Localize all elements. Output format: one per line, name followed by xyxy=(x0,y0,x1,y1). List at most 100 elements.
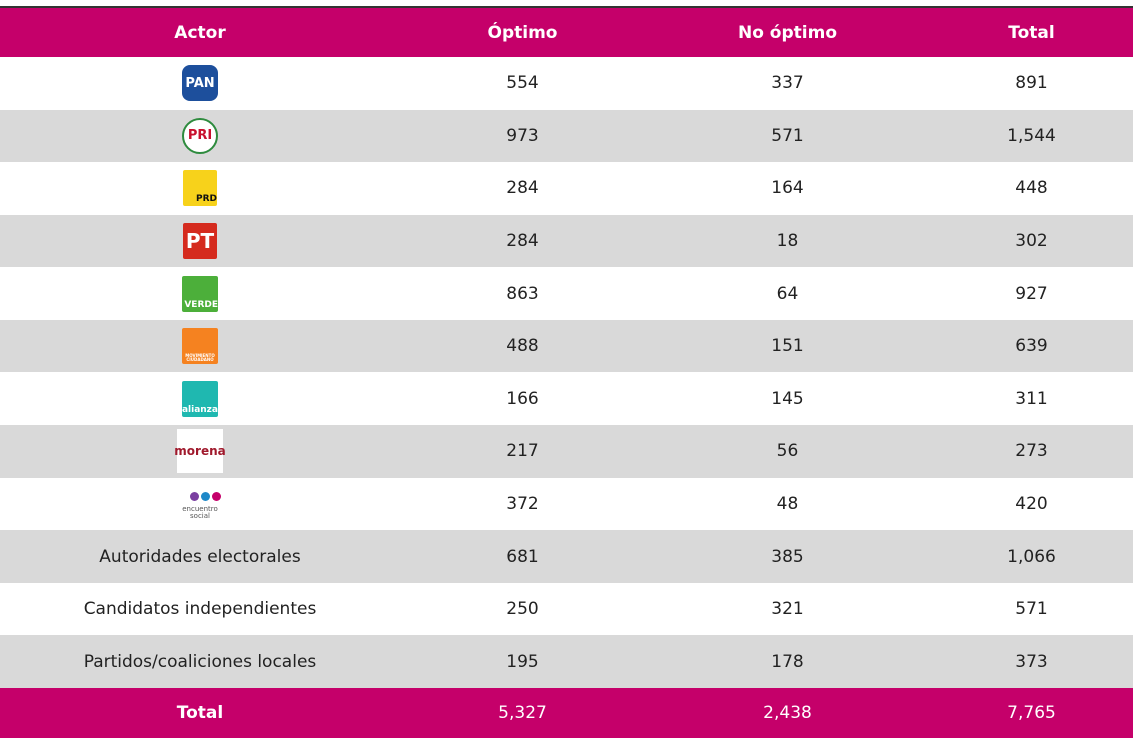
value-cell: 284 xyxy=(400,215,645,268)
value-cell: 2,438 xyxy=(645,688,930,738)
party-logo: encuentro social xyxy=(178,486,222,522)
cell-text: 48 xyxy=(776,493,799,514)
value-cell: 5,327 xyxy=(400,688,645,738)
value-cell: Total xyxy=(930,8,1133,57)
cell-text: 284 xyxy=(506,178,539,199)
value-cell: 571 xyxy=(930,583,1133,636)
value-cell: 145 xyxy=(645,373,930,426)
value-cell: 321 xyxy=(645,583,930,636)
value-cell: 284 xyxy=(400,162,645,215)
value-cell: 385 xyxy=(645,530,930,583)
value-cell: 639 xyxy=(930,320,1133,373)
header-row: Actor Óptimo No óptimo Total xyxy=(0,6,1133,57)
cell-text: 571 xyxy=(771,125,804,146)
value-cell: 420 xyxy=(930,478,1133,531)
value-cell: 18 xyxy=(645,215,930,268)
table-row: VERDE 863 64 927 xyxy=(0,267,1133,320)
actor-cell: MOVIMIENTO CIUDADANO xyxy=(0,320,400,373)
table-row: Candidatos independientes 250 321 571 xyxy=(0,583,1133,636)
cell-text: 7,765 xyxy=(1007,703,1056,723)
table-row: PT 284 18 302 xyxy=(0,214,1133,268)
value-cell: 178 xyxy=(645,635,930,688)
cell-text: 973 xyxy=(506,125,539,146)
cell-text: 178 xyxy=(771,651,804,672)
actor-cell: PRD xyxy=(0,162,400,215)
actor-cell: VERDE xyxy=(0,267,400,320)
cell-text: 372 xyxy=(506,493,539,514)
cell-text: 420 xyxy=(1015,493,1048,514)
logo-text: alianza xyxy=(181,404,218,415)
logo-text: encuentro social xyxy=(182,504,218,520)
party-logo: PAN xyxy=(182,65,218,102)
value-cell: 372 xyxy=(400,478,645,531)
value-cell: 195 xyxy=(400,635,645,688)
cell-text: Actor xyxy=(174,22,226,43)
cell-text: 448 xyxy=(1015,178,1048,199)
cell-text: 164 xyxy=(771,178,804,199)
value-cell: 7,765 xyxy=(930,688,1133,738)
logo-text: PT xyxy=(185,229,215,254)
table-row: encuentro social 372 48 420 xyxy=(0,478,1133,531)
value-cell: 373 xyxy=(930,635,1133,688)
actor-cell: PT xyxy=(0,215,400,268)
value-cell: 164 xyxy=(645,162,930,215)
logo-text: PAN xyxy=(185,75,215,91)
actor-cell: Partidos/coaliciones locales xyxy=(0,635,400,688)
cell-text: 321 xyxy=(771,599,804,620)
party-logo: MOVIMIENTO CIUDADANO xyxy=(182,328,218,365)
actor-cell: PAN xyxy=(0,57,400,110)
cell-text: 863 xyxy=(506,283,539,304)
cell-text: 1,544 xyxy=(1007,125,1056,146)
cell-text: Total xyxy=(176,703,224,723)
actor-cell: Autoridades electorales xyxy=(0,530,400,583)
value-cell: 1,066 xyxy=(930,530,1133,583)
cell-text: 250 xyxy=(506,599,539,620)
value-cell: 64 xyxy=(645,267,930,320)
party-logo: alianza xyxy=(181,380,218,417)
table-row: PRI 973 571 1,544 xyxy=(0,109,1133,163)
cell-text: 151 xyxy=(771,336,804,357)
cell-text: 891 xyxy=(1015,73,1048,94)
cell-text: 639 xyxy=(1015,336,1048,357)
value-cell: 1,544 xyxy=(930,110,1133,163)
logo-dot xyxy=(190,491,199,501)
cell-text: 145 xyxy=(771,388,804,409)
party-logo: PRI xyxy=(182,117,218,154)
cell-text: Candidatos independientes xyxy=(83,599,317,620)
actor-cell: Total xyxy=(0,688,400,738)
table-row: Autoridades electorales 681 385 1,066 xyxy=(0,530,1133,583)
table-row: MOVIMIENTO CIUDADANO 488 151 639 xyxy=(0,319,1133,373)
cell-text: 311 xyxy=(1015,388,1048,409)
logo-dot xyxy=(201,491,210,501)
cell-text: 273 xyxy=(1015,441,1048,462)
actor-cell: Actor xyxy=(0,8,400,57)
party-logo: VERDE xyxy=(182,275,218,312)
cell-text: Autoridades electorales xyxy=(99,546,301,567)
actor-cell: Candidatos independientes xyxy=(0,583,400,636)
party-logo: PRD xyxy=(183,170,217,207)
value-cell: 973 xyxy=(400,110,645,163)
value-cell: 571 xyxy=(645,110,930,163)
cell-text: Total xyxy=(1008,22,1055,43)
cell-text: 488 xyxy=(506,336,539,357)
table-row: alianza 166 145 311 xyxy=(0,373,1133,426)
value-cell: 927 xyxy=(930,267,1133,320)
value-cell: 273 xyxy=(930,425,1133,478)
table-row: PRD 284 164 448 xyxy=(0,162,1133,215)
value-cell: Óptimo xyxy=(400,8,645,57)
cell-text: 571 xyxy=(1015,599,1048,620)
value-cell: 48 xyxy=(645,478,930,531)
value-cell: 217 xyxy=(400,425,645,478)
logo-dots xyxy=(189,491,222,503)
cell-text: 2,438 xyxy=(763,703,812,723)
value-cell: 891 xyxy=(930,57,1133,110)
logo-text: morena xyxy=(174,444,226,459)
cell-text: 554 xyxy=(506,73,539,94)
logo-text: PRI xyxy=(187,128,213,144)
cell-text: 18 xyxy=(776,231,799,252)
table-row: morena 217 56 273 xyxy=(0,425,1133,478)
cell-text: 64 xyxy=(776,283,799,304)
cell-text: 5,327 xyxy=(498,703,547,723)
cell-text: 1,066 xyxy=(1007,546,1056,567)
